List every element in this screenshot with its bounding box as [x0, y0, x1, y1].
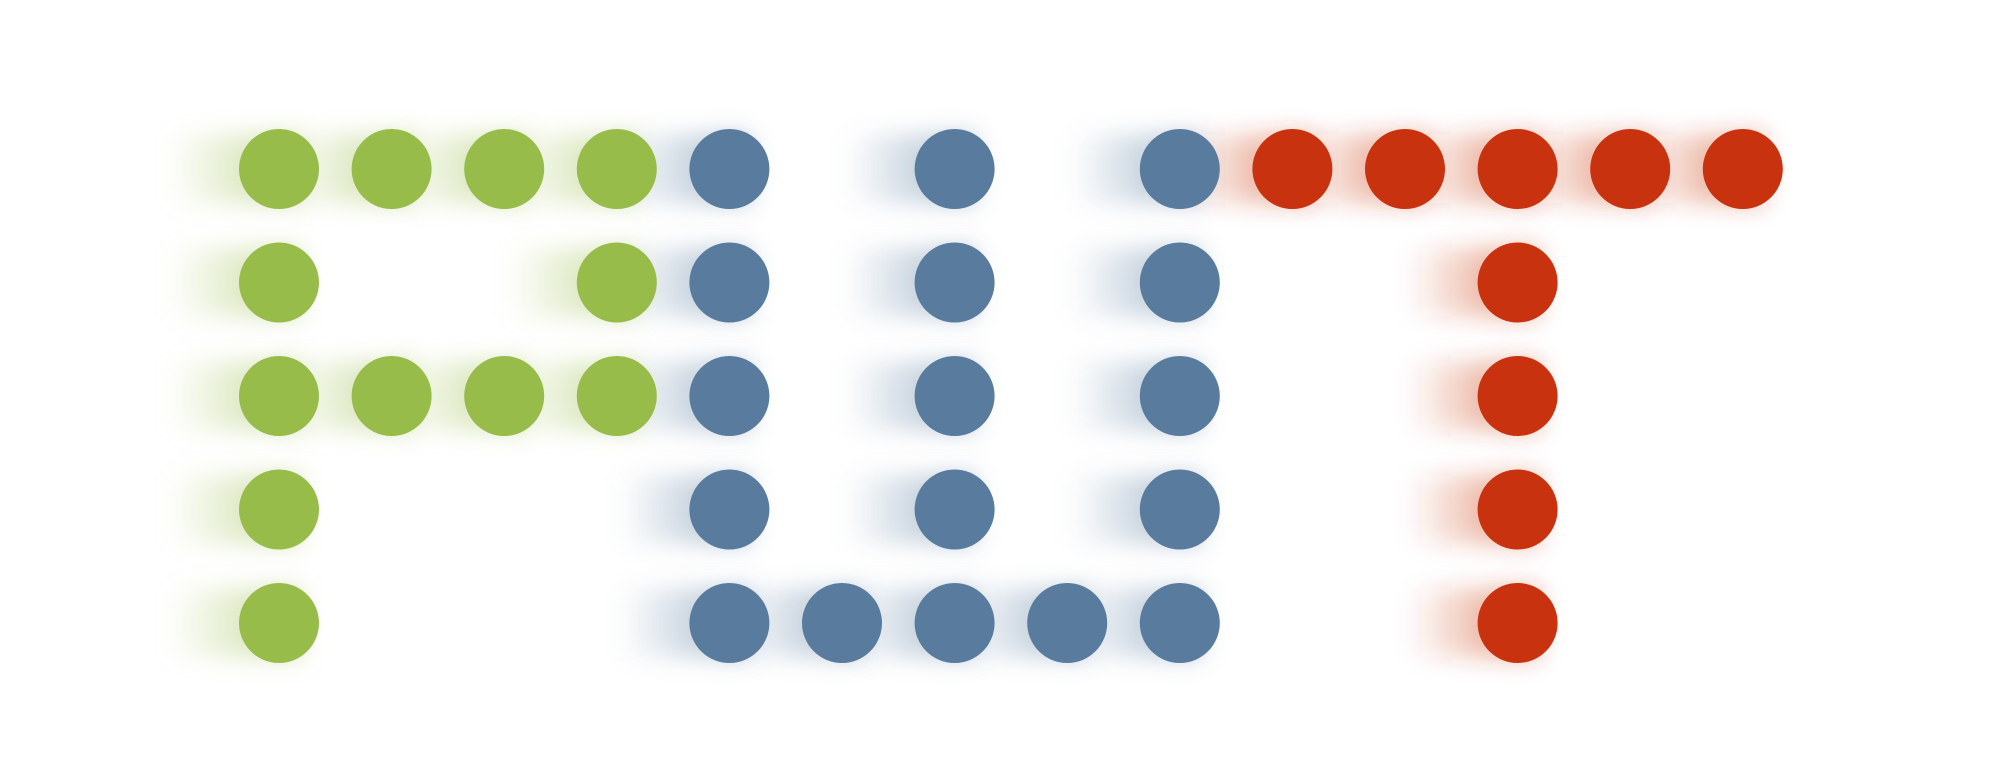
logo-dot-u — [689, 129, 770, 209]
logo-dot-u — [1139, 356, 1220, 436]
logo-dot-f — [464, 129, 545, 209]
logo-dot-f — [239, 583, 319, 663]
logo-dot-t — [1477, 356, 1558, 436]
logo-dot-u — [914, 129, 995, 209]
logo-dot-u — [1139, 469, 1220, 550]
logo-dot-f — [351, 129, 432, 209]
logo-dot-u — [689, 469, 770, 550]
logo-dot-u — [1139, 129, 1220, 209]
logo-dot-u — [914, 242, 995, 323]
logo-dot-t — [1252, 129, 1333, 209]
logo-dot-f — [576, 356, 657, 436]
logo-dot-f — [576, 129, 657, 209]
logo-dot-t — [1590, 129, 1671, 209]
logo-dot-f — [576, 242, 657, 323]
logo-dot-u — [802, 583, 882, 663]
logo-dot-t — [1477, 242, 1558, 323]
logo-dot-u — [689, 242, 770, 323]
logo-dot-f — [464, 356, 545, 436]
logo-dot-f — [351, 356, 432, 436]
logo-dot-t — [1477, 583, 1558, 663]
logo-dot-f — [239, 469, 319, 550]
logo-dot-t — [1365, 129, 1445, 209]
logo-dot-t — [1477, 469, 1558, 550]
logo-dot-t — [1702, 129, 1783, 209]
logo-dot-t — [1477, 129, 1558, 209]
logo-dot-u — [914, 583, 995, 663]
logo-dot-u — [1139, 242, 1220, 323]
logo-dot-u — [914, 356, 995, 436]
dot-grid — [239, 129, 1783, 663]
logo-dot-f — [239, 129, 319, 209]
logo-dot-u — [1027, 583, 1108, 663]
logo-dot-f — [239, 242, 319, 323]
logo-dot-u — [689, 583, 770, 663]
logo-dot-u — [1139, 583, 1220, 663]
logo-dot-u — [689, 356, 770, 436]
logo-dot-f — [239, 356, 319, 436]
logo-dot-u — [914, 469, 995, 550]
